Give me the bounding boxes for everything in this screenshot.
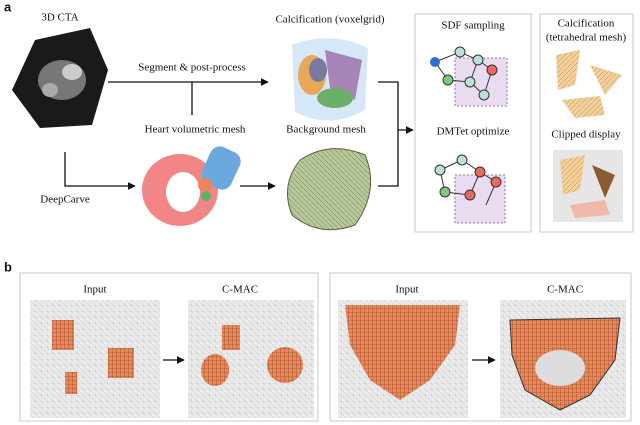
column-title: C-MAC	[547, 284, 583, 296]
step-label: DeepCarve	[40, 194, 90, 206]
ct-cube	[12, 28, 108, 128]
sdf-graph	[430, 46, 508, 107]
panel-label: b	[4, 259, 12, 274]
stage-title: Calcification (voxelgrid)	[275, 14, 384, 26]
column-title: Input	[83, 284, 106, 296]
step-label: Segment & post-process	[138, 62, 246, 74]
voxelgrid	[292, 38, 368, 121]
input-title: 3D CTA	[41, 12, 78, 24]
stage-title: DMTet optimize	[437, 126, 510, 138]
arrow	[378, 81, 413, 187]
stage-title: SDF sampling	[441, 20, 505, 32]
stage-title: (tetrahedral mesh)	[546, 32, 627, 44]
stage-title: Background mesh	[286, 124, 366, 136]
background-mesh	[287, 148, 372, 231]
column-title: C-MAC	[222, 284, 258, 296]
arrow	[64, 152, 136, 190]
heart-mesh	[142, 146, 241, 226]
panel-label: a	[4, 0, 12, 14]
clipped-display	[553, 150, 623, 222]
stage-title: Clipped display	[551, 129, 621, 141]
tet-mesh	[556, 50, 622, 118]
column-title: Input	[395, 284, 418, 296]
dmtet-graph	[434, 154, 506, 224]
example-images	[30, 300, 626, 418]
stage-title: Calcification	[558, 18, 615, 30]
stage-title: Heart volumetric mesh	[145, 124, 246, 136]
